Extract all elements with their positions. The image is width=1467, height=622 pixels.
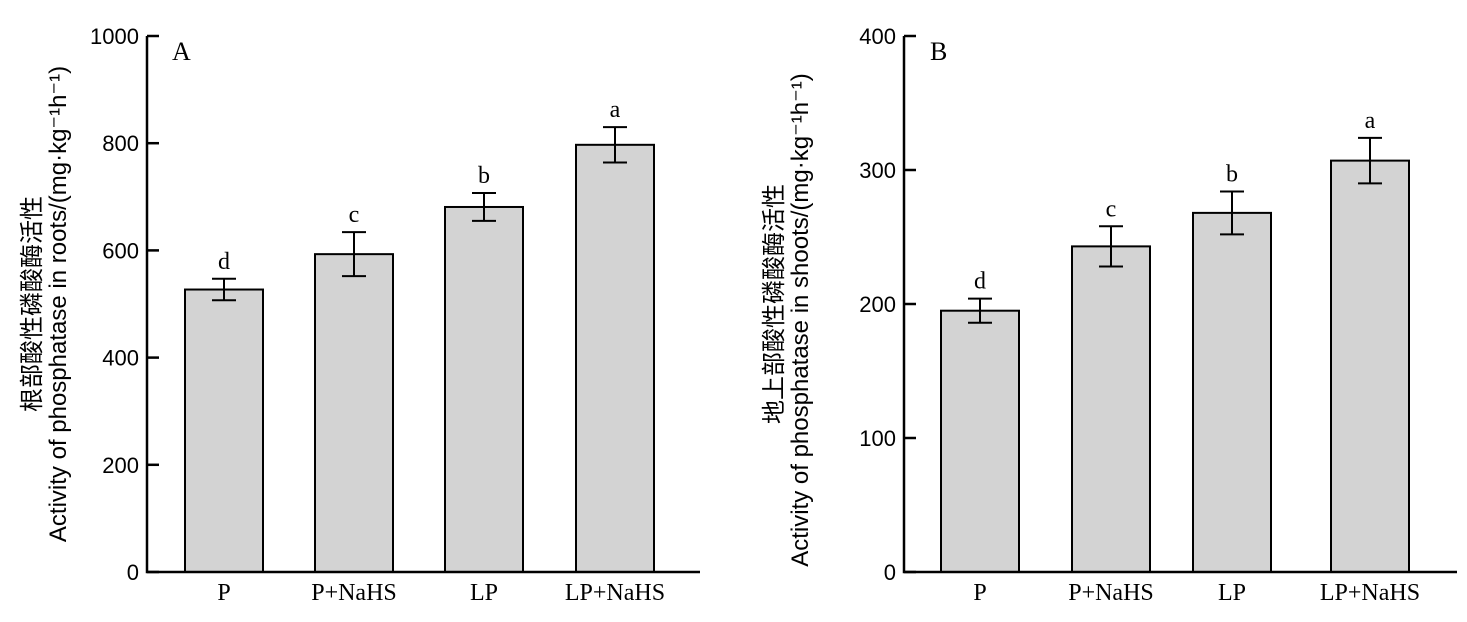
error-bar xyxy=(212,277,236,302)
bar-lp-plus-nahs xyxy=(575,143,655,573)
significance-label: d xyxy=(218,249,230,275)
y-tick-label: 600 xyxy=(102,238,139,263)
significance-label: a xyxy=(610,97,621,123)
error-bar xyxy=(1099,225,1123,268)
error-bar xyxy=(1220,190,1244,236)
significance-label: c xyxy=(1106,196,1117,222)
panel-label: A xyxy=(172,37,191,66)
bar-p-plus-nahs xyxy=(1071,245,1151,573)
bar-lp xyxy=(444,205,524,573)
x-tick-label: LP xyxy=(1218,580,1246,606)
x-tick-label: P xyxy=(217,580,230,606)
bar-lp xyxy=(1192,211,1272,573)
significance-label: d xyxy=(974,269,986,295)
bar-p xyxy=(940,309,1020,573)
y-tick-label: 0 xyxy=(127,560,139,585)
x-tick-label: LP+NaHS xyxy=(565,580,665,606)
significance-label: a xyxy=(1365,108,1376,134)
y-axis-label-en: Activity of phosphatase in roots/(mg·kg⁻… xyxy=(45,66,72,542)
y-axis-label-en: Activity of phosphatase in shoots/(mg·kg… xyxy=(787,73,814,567)
panel-label: B xyxy=(930,37,947,66)
bar-p-plus-nahs xyxy=(314,253,394,573)
y-tick-label: 800 xyxy=(102,131,139,156)
y-tick-label: 200 xyxy=(859,292,896,317)
significance-label: c xyxy=(349,202,360,228)
bar-p xyxy=(184,288,264,573)
error-bar xyxy=(603,126,627,164)
y-axis-label-cn: 地上部酸性磷酸酶活性 xyxy=(760,184,788,424)
y-tick-label: 400 xyxy=(859,24,896,49)
y-tick-label: 1000 xyxy=(90,24,139,49)
x-tick-label: P+NaHS xyxy=(311,580,397,606)
x-tick-label: P+NaHS xyxy=(1068,580,1154,606)
y-tick-label: 200 xyxy=(102,453,139,478)
y-tick-label: 400 xyxy=(102,346,139,371)
significance-label: b xyxy=(478,163,490,189)
significance-label: b xyxy=(1226,161,1238,187)
y-axis-label-cn: 根部酸性磷酸酶活性 xyxy=(18,196,46,412)
error-bar xyxy=(968,297,992,324)
y-tick-label: 0 xyxy=(884,560,896,585)
x-tick-label: LP xyxy=(470,580,498,606)
x-tick-label: LP+NaHS xyxy=(1320,580,1420,606)
error-bar xyxy=(472,192,496,222)
bar-lp-plus-nahs xyxy=(1330,159,1410,573)
y-tick-label: 300 xyxy=(859,158,896,183)
chart-panel-b: d Pc P+NaHS b LP a LP+NaHS 0 100 200 300 400 B 地上部酸性磷… xyxy=(760,24,1457,606)
error-bar xyxy=(342,231,366,278)
y-tick-label: 100 xyxy=(859,426,896,451)
error-bar xyxy=(1358,136,1382,185)
chart-panel-a: d Pc P+NaHS b LP a LP+NaHS 0 200 400 600 800 1000 A 根部… xyxy=(18,24,700,606)
x-tick-label: P xyxy=(973,580,986,606)
